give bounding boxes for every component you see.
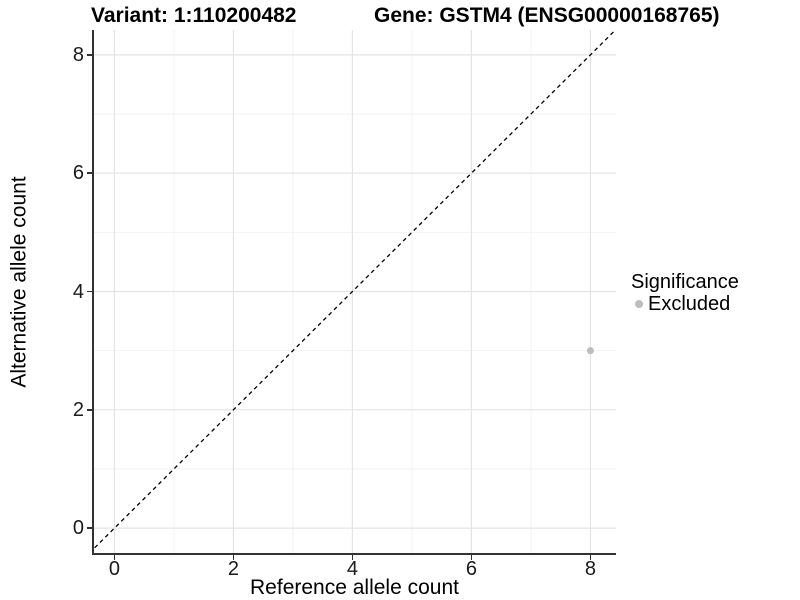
y-axis-line bbox=[92, 30, 94, 555]
legend-item: Excluded bbox=[631, 293, 739, 314]
y-axis-title: Alternative allele count bbox=[7, 176, 31, 388]
legend-item-label: Excluded bbox=[648, 292, 731, 315]
legend-title: Significance bbox=[631, 271, 739, 293]
x-tick-mark bbox=[470, 555, 473, 560]
x-axis-line bbox=[92, 553, 616, 555]
plot-panel bbox=[93, 30, 616, 553]
legend: Significance Excluded bbox=[631, 271, 739, 314]
x-tick-label: 4 bbox=[346, 558, 358, 580]
y-tick-label: 0 bbox=[72, 517, 84, 540]
y-tick-label: 4 bbox=[72, 280, 84, 303]
x-tick-mark bbox=[351, 555, 354, 560]
legend-items: Excluded bbox=[631, 293, 739, 314]
variant-title: Variant: 1:110200482 bbox=[91, 4, 297, 27]
y-axis: 0 2 4 6 8 bbox=[0, 30, 93, 553]
y-tick-label: 2 bbox=[72, 398, 84, 421]
x-tick-label: 2 bbox=[227, 558, 239, 580]
gene-title: Gene: GSTM4 (ENSG00000168765) bbox=[374, 4, 720, 27]
y-tick-mark bbox=[87, 54, 92, 56]
x-tick-label: 6 bbox=[465, 558, 477, 580]
plot-canvas bbox=[93, 30, 616, 553]
x-tick-mark bbox=[232, 555, 235, 560]
y-tick-label: 6 bbox=[72, 162, 84, 185]
y-tick-mark bbox=[87, 409, 92, 411]
x-axis-title: Reference allele count bbox=[250, 576, 459, 599]
y-tick-mark bbox=[87, 290, 92, 293]
x-axis: 0 2 4 6 8 bbox=[93, 555, 616, 595]
y-tick-mark bbox=[87, 172, 92, 174]
x-tick-mark bbox=[589, 555, 592, 560]
data-point bbox=[586, 347, 594, 355]
x-tick-label: 8 bbox=[584, 558, 596, 580]
x-tick-mark bbox=[113, 555, 116, 560]
legend-point-icon bbox=[635, 299, 643, 308]
y-tick-mark bbox=[87, 527, 92, 529]
y-tick-label: 8 bbox=[72, 43, 84, 66]
x-tick-label: 0 bbox=[108, 558, 120, 580]
identity-dashed-line bbox=[93, 30, 616, 551]
